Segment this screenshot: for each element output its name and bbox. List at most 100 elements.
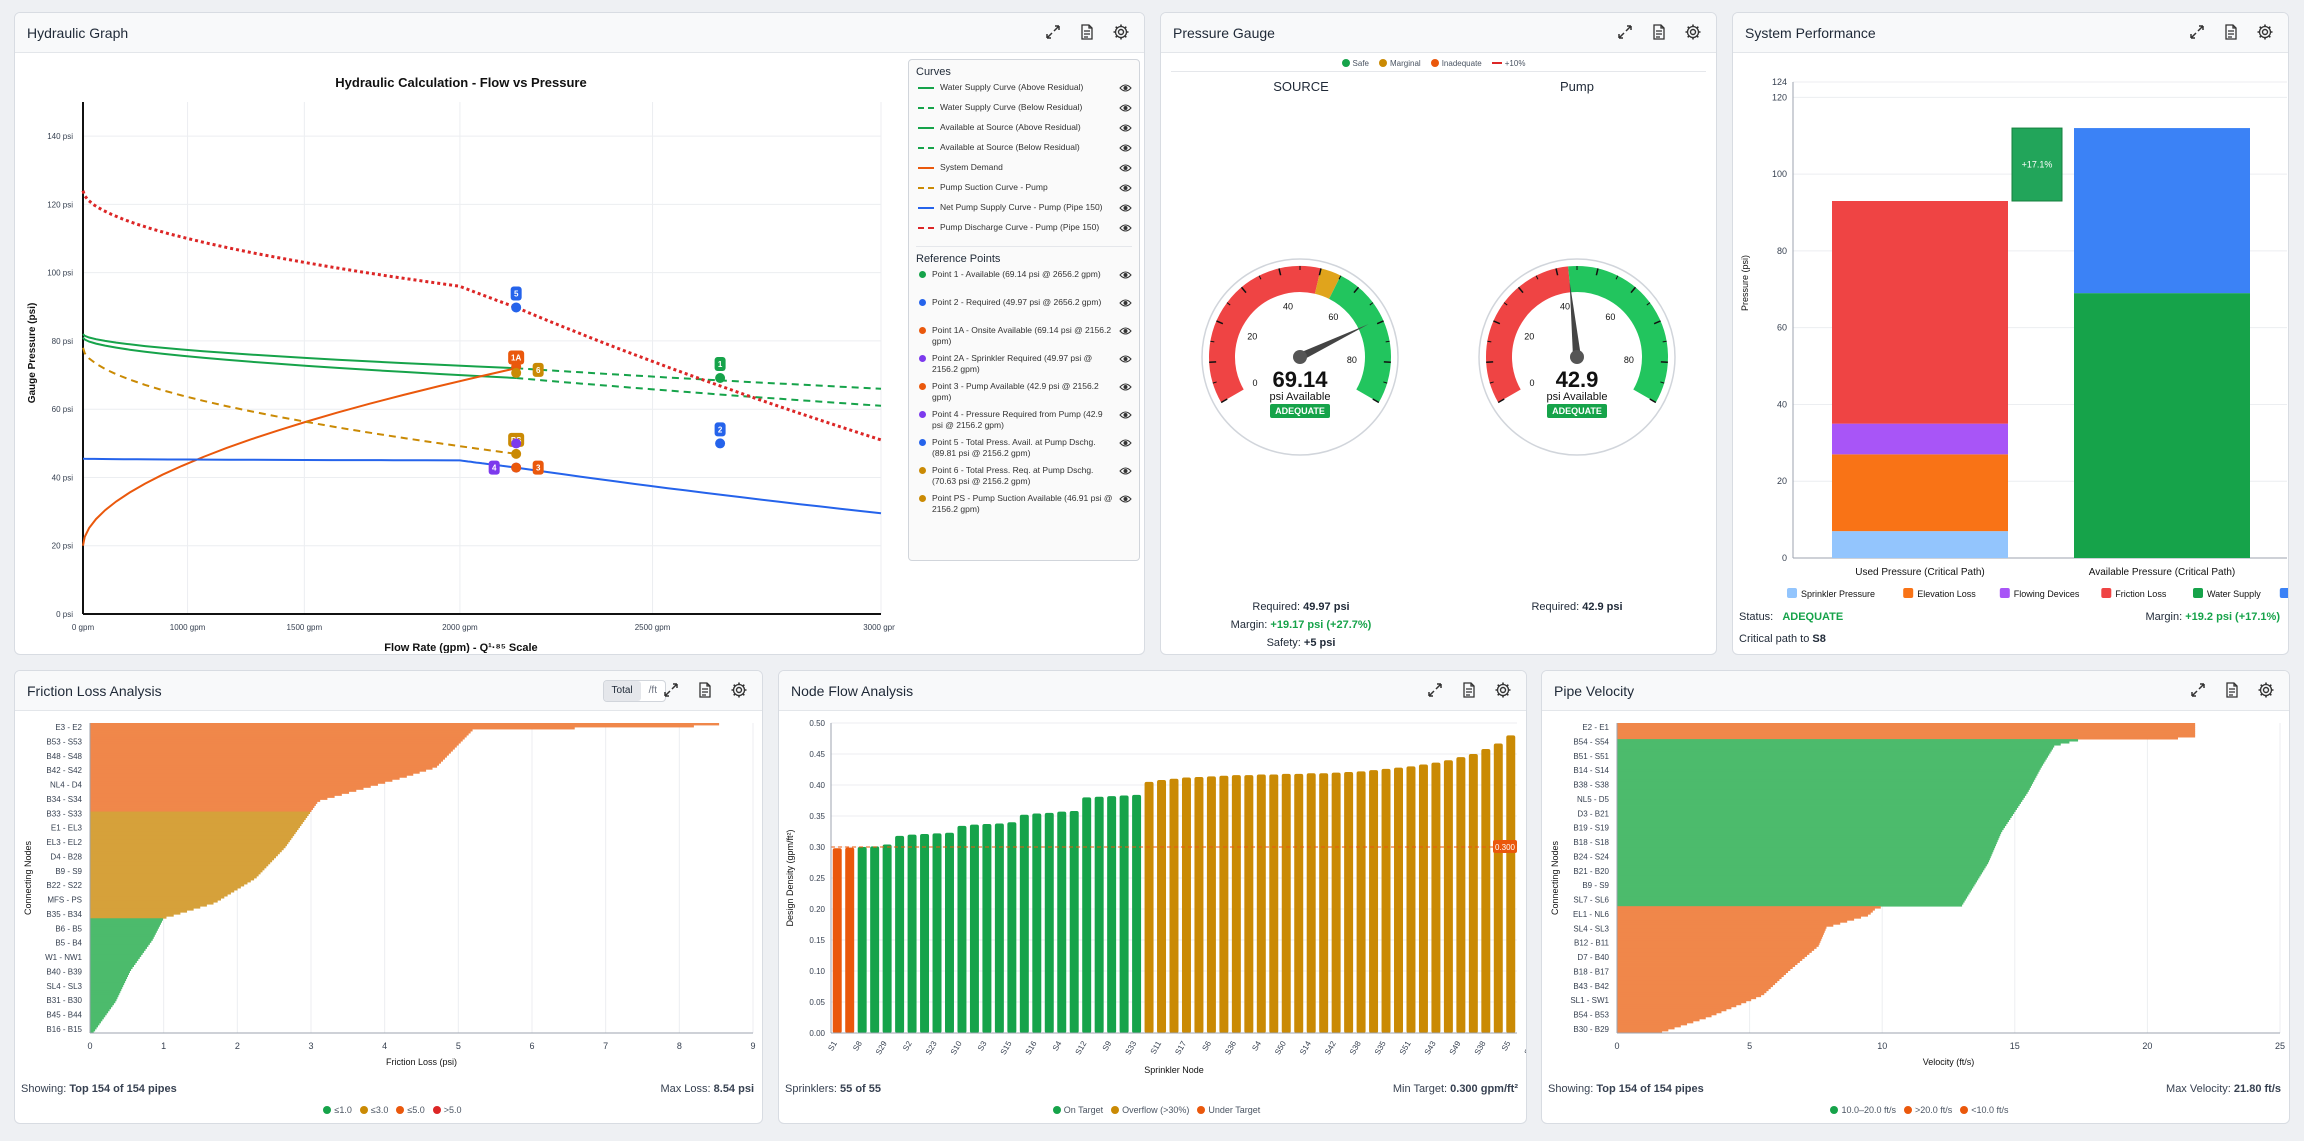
bar <box>90 763 440 766</box>
bar <box>832 848 842 1033</box>
bar <box>90 733 469 736</box>
point-legend-item[interactable]: Point 2A - Sprinkler Required (49.97 psi… <box>916 353 1132 381</box>
gear-icon[interactable] <box>1112 23 1130 41</box>
document-icon[interactable] <box>1650 23 1668 41</box>
bar <box>1617 729 2196 732</box>
toggle-per-ft[interactable]: /ft <box>648 685 657 696</box>
expand-icon[interactable] <box>2189 681 2207 699</box>
document-icon[interactable] <box>2222 23 2240 41</box>
eye-icon[interactable] <box>1119 494 1132 507</box>
bar <box>1617 972 1786 976</box>
gear-icon[interactable] <box>1494 681 1512 699</box>
document-icon[interactable] <box>696 681 714 699</box>
x-tick-label: 15 <box>2010 1041 2020 1051</box>
gauge-tick <box>1220 398 1228 404</box>
eye-icon[interactable] <box>1119 163 1132 176</box>
x-axis-label: Sprinkler Node <box>1144 1065 1204 1075</box>
point-legend-item[interactable]: Point 4 - Pressure Required from Pump (4… <box>916 409 1132 437</box>
x-tick-label: S38 <box>1473 1039 1488 1056</box>
eye-icon[interactable] <box>1119 223 1132 236</box>
point-legend-item[interactable]: Point 6 - Total Press. Req. at Pump Dsch… <box>916 465 1132 493</box>
eye-icon[interactable] <box>1119 83 1132 96</box>
y-tick-label: 40 <box>1777 399 1787 409</box>
expand-icon[interactable] <box>662 681 680 699</box>
curve-legend-item[interactable]: Available at Source (Below Residual) <box>916 142 1132 162</box>
bar <box>1617 924 1834 927</box>
eye-icon[interactable] <box>1119 410 1132 423</box>
bar <box>1617 954 1808 957</box>
bar <box>957 825 967 1033</box>
gear-icon[interactable] <box>730 681 748 699</box>
bar <box>1617 739 2079 742</box>
gear-icon[interactable] <box>1684 23 1702 41</box>
eye-icon[interactable] <box>1119 183 1132 196</box>
bar <box>1617 837 1999 841</box>
expand-icon[interactable] <box>1426 681 1444 699</box>
gear-icon[interactable] <box>2257 681 2275 699</box>
eye-icon[interactable] <box>1119 466 1132 479</box>
eye-icon[interactable] <box>1119 270 1132 283</box>
eye-icon[interactable] <box>1119 382 1132 395</box>
gauge-needle <box>1569 281 1581 358</box>
y-tick-label: B38 - S38 <box>1573 781 1609 790</box>
bar <box>1617 743 2061 746</box>
bar <box>90 912 181 915</box>
eye-icon[interactable] <box>1119 438 1132 451</box>
point-legend-item[interactable]: Point 5 - Total Press. Avail. at Pump Ds… <box>916 437 1132 465</box>
point-badge <box>532 362 544 377</box>
point-legend-item[interactable]: Point 2 - Required (49.97 psi @ 2656.2 g… <box>916 297 1132 325</box>
curve-legend-item[interactable]: Pump Discharge Curve - Pump (Pipe 150) <box>916 222 1132 242</box>
document-icon[interactable] <box>2223 681 2241 699</box>
bar <box>90 729 473 732</box>
eye-icon[interactable] <box>1119 326 1132 339</box>
bar <box>1617 777 2036 780</box>
gauge-tick <box>1353 286 1360 294</box>
expand-icon[interactable] <box>2188 23 2206 41</box>
bar <box>90 741 461 744</box>
eye-icon[interactable] <box>1119 103 1132 116</box>
point-legend-item[interactable]: Point 1A - Onsite Available (69.14 psi @… <box>916 325 1132 353</box>
document-icon[interactable] <box>1078 23 1096 41</box>
curve-legend-item[interactable]: Available at Source (Above Residual) <box>916 122 1132 142</box>
bar <box>90 1016 104 1020</box>
bar <box>90 1028 96 1032</box>
legend-label: Point 6 - Total Press. Req. at Pump Dsch… <box>932 465 1094 486</box>
curve-legend-item[interactable]: Water Supply Curve (Below Residual) <box>916 102 1132 122</box>
bar <box>1617 785 2031 788</box>
legend-item: On Target <box>1045 1105 1103 1115</box>
toggle-total[interactable]: Total <box>603 681 641 701</box>
curve-legend-item[interactable]: System Demand <box>916 162 1132 182</box>
expand-icon[interactable] <box>1044 23 1062 41</box>
pump-required: Required: 42.9 psi <box>1531 601 1623 613</box>
y-tick-label: 20 psi <box>52 542 74 551</box>
bar <box>90 882 248 885</box>
y-tick-label: NL4 - D4 <box>50 781 83 790</box>
expand-icon[interactable] <box>1616 23 1634 41</box>
bar <box>1617 992 1765 996</box>
gear-icon[interactable] <box>2256 23 2274 41</box>
y-tick-label: B16 - B15 <box>46 1025 82 1034</box>
point-legend-item[interactable]: Point PS - Pump Suction Available (46.91… <box>916 493 1132 521</box>
gauge-tick <box>1338 275 1342 280</box>
bar <box>1617 827 2004 831</box>
bar <box>1468 754 1478 1033</box>
curve-legend-item[interactable]: Water Supply Curve (Above Residual) <box>916 82 1132 102</box>
bar <box>1617 797 2024 800</box>
eye-icon[interactable] <box>1119 123 1132 136</box>
point-legend-item[interactable]: Point 3 - Pump Available (42.9 psi @ 215… <box>916 381 1132 409</box>
curve-legend-item[interactable]: Pump Suction Curve - Pump <box>916 182 1132 202</box>
point-legend-item[interactable]: Point 1 - Available (69.14 psi @ 2656.2 … <box>916 269 1132 297</box>
bar <box>90 998 117 1002</box>
document-icon[interactable] <box>1460 681 1478 699</box>
eye-icon[interactable] <box>1119 143 1132 156</box>
total-per-ft-toggle[interactable]: Total /ft <box>602 680 666 702</box>
eye-icon[interactable] <box>1119 298 1132 311</box>
bar <box>1617 871 1982 875</box>
bar <box>1617 869 1984 873</box>
curve-legend-item[interactable]: Net Pump Supply Curve - Pump (Pipe 150) <box>916 202 1132 222</box>
margin-annotation <box>2011 127 2063 202</box>
bar <box>90 725 694 728</box>
eye-icon[interactable] <box>1119 203 1132 216</box>
eye-icon[interactable] <box>1119 354 1132 367</box>
bar <box>1617 1028 1669 1032</box>
